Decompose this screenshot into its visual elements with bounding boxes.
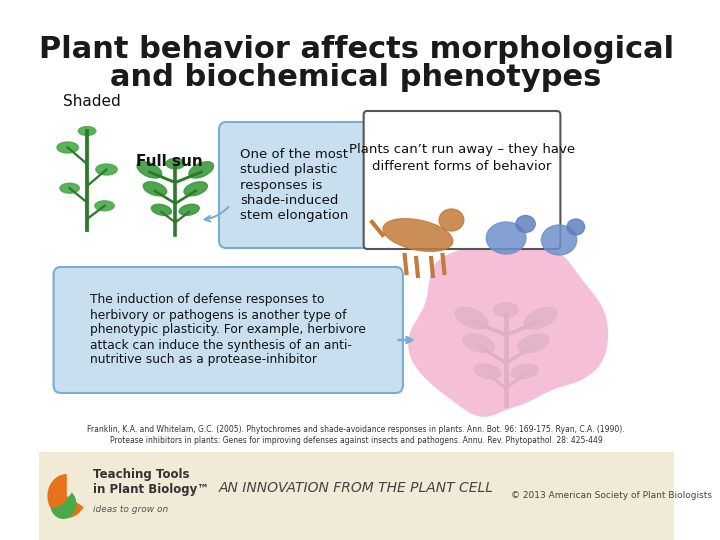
Ellipse shape [541, 225, 577, 255]
Text: and biochemical phenotypes: and biochemical phenotypes [110, 64, 602, 92]
Text: Teaching Tools
in Plant Biology™: Teaching Tools in Plant Biology™ [94, 468, 210, 496]
Text: AN INNOVATION FROM THE PLANT CELL: AN INNOVATION FROM THE PLANT CELL [219, 481, 494, 495]
Text: Plants can’t run away – they have: Plants can’t run away – they have [349, 144, 575, 157]
Ellipse shape [179, 204, 199, 215]
Ellipse shape [486, 222, 526, 254]
Text: © 2013 American Society of Plant Biologists: © 2013 American Society of Plant Biologi… [511, 491, 713, 501]
Ellipse shape [383, 219, 453, 251]
Text: The induction of defense responses to
herbivory or pathogens is another type of
: The induction of defense responses to he… [90, 294, 366, 367]
FancyBboxPatch shape [39, 452, 674, 540]
Ellipse shape [511, 364, 538, 379]
Ellipse shape [57, 142, 78, 153]
Text: Franklin, K.A. and Whitelam, G.C. (2005). Phytochromes and shade-avoidance respo: Franklin, K.A. and Whitelam, G.C. (2005)… [87, 426, 625, 445]
Ellipse shape [518, 334, 549, 353]
Ellipse shape [184, 182, 207, 196]
Text: ideas to grow on: ideas to grow on [94, 505, 168, 515]
Polygon shape [408, 248, 608, 417]
Ellipse shape [95, 201, 114, 211]
Ellipse shape [516, 215, 535, 233]
Ellipse shape [439, 209, 464, 231]
Ellipse shape [60, 183, 79, 193]
Ellipse shape [464, 334, 495, 353]
Text: different forms of behavior: different forms of behavior [372, 160, 552, 173]
Ellipse shape [151, 204, 171, 215]
Text: Full sun: Full sun [136, 154, 202, 170]
Ellipse shape [524, 307, 557, 329]
Text: Plant behavior affects morphological: Plant behavior affects morphological [39, 36, 674, 64]
Wedge shape [51, 492, 76, 519]
Text: One of the most
studied plastic
responses is
shade-induced
stem elongation: One of the most studied plastic response… [240, 148, 348, 221]
Ellipse shape [567, 219, 585, 235]
Ellipse shape [166, 158, 184, 169]
Wedge shape [48, 474, 84, 518]
FancyBboxPatch shape [364, 111, 560, 249]
Ellipse shape [455, 307, 488, 329]
Ellipse shape [189, 162, 214, 178]
Ellipse shape [96, 164, 117, 175]
Ellipse shape [474, 364, 501, 379]
Text: Shaded: Shaded [63, 94, 121, 110]
Ellipse shape [143, 182, 166, 196]
Ellipse shape [78, 126, 96, 136]
Ellipse shape [494, 303, 518, 317]
FancyBboxPatch shape [53, 267, 403, 393]
Ellipse shape [137, 162, 162, 178]
FancyBboxPatch shape [219, 122, 370, 248]
